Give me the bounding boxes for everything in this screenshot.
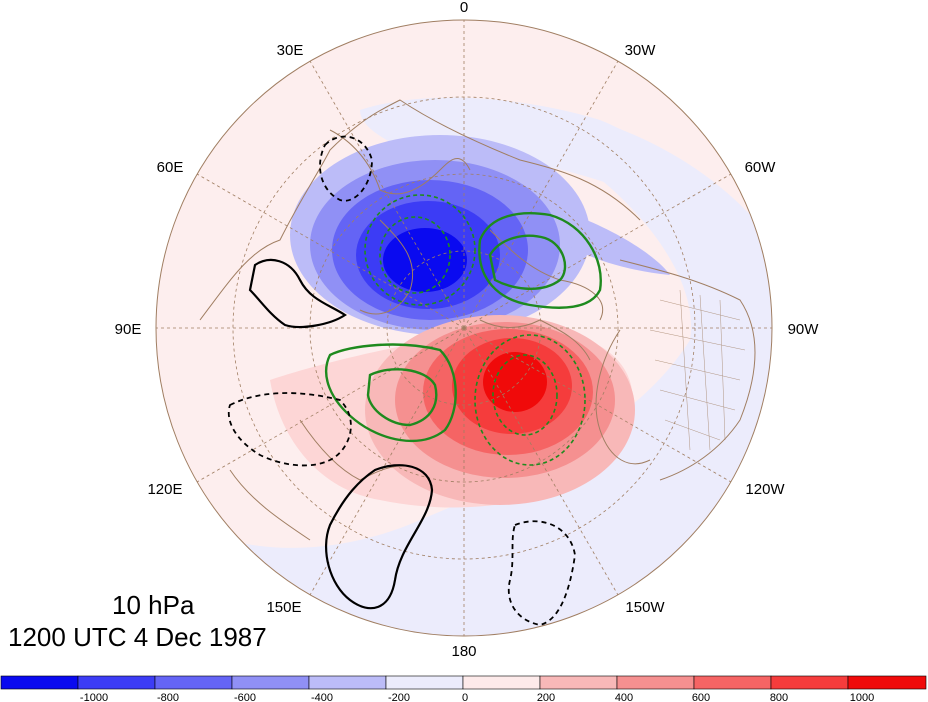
coastline-arctic: [359, 219, 414, 315]
coastline-scandinavia: [329, 129, 471, 195]
lon-label: 30E: [277, 42, 304, 59]
colorbar-bin: [0, 675, 79, 690]
colorbar-tick-label: 200: [537, 692, 555, 702]
green-contour-dashed: [492, 354, 558, 436]
light-blue-region: [156, 98, 772, 636]
graticule: [156, 20, 772, 636]
coastlines: [199, 99, 756, 541]
lon-label: 90E: [115, 321, 142, 338]
lon-label: 60W: [745, 159, 777, 176]
colorbar-tick-label: -1000: [80, 692, 108, 702]
colorbar-tick-label: -800: [157, 692, 179, 702]
lon-label: 180: [451, 643, 476, 660]
colorbar-bin: [847, 675, 927, 690]
latitude-circle: [309, 173, 619, 483]
map-border: [155, 19, 773, 637]
coastline-arctic-islands: [479, 319, 591, 361]
colorbar-bin: [539, 675, 618, 690]
borders-lines: [679, 289, 726, 451]
colorbar-bin: [154, 675, 233, 690]
colorbar-tick-label: -600: [234, 692, 256, 702]
colorbar-tick-label: -200: [388, 692, 410, 702]
lon-label: 150E: [266, 599, 301, 616]
longitude-labels: 0 30W 60W 90W 120W 150W 180 150E 120E 90…: [115, 0, 820, 660]
lon-label: 150W: [625, 599, 665, 616]
lon-label: 0: [460, 0, 468, 16]
pos-anomaly-level-5: [483, 352, 547, 412]
colorbar-tick-label: -400: [311, 692, 333, 702]
colorbar-bin: [462, 675, 541, 690]
black-contour-solid: [248, 258, 347, 329]
black-contour-dashed: [227, 392, 352, 467]
lon-label: 120E: [147, 481, 182, 498]
map-disk: [156, 20, 772, 636]
black-contours-dashed: [227, 135, 576, 626]
green-contour-dashed: [474, 334, 586, 466]
colorbar-bin: [693, 675, 772, 690]
colorbar-tick-label: 0: [462, 692, 468, 702]
title-level: 10 hPa: [112, 590, 195, 620]
lon-label: 90W: [788, 321, 820, 338]
black-contours: [248, 258, 434, 610]
coastline-eurasia: [199, 99, 641, 321]
title-time: 1200 UTC 4 Dec 1987: [8, 622, 267, 652]
borders-lines: [649, 299, 746, 441]
coastline-north-america: [619, 259, 756, 481]
colorbar: -1000 -800 -600 -400 -200 0 200 400 600 …: [0, 675, 927, 702]
colorbar-bin: [616, 675, 695, 690]
colorbar-tick-label: 400: [615, 692, 633, 702]
neg-anomaly-tail: [560, 210, 670, 275]
green-contour-dashed: [364, 194, 476, 306]
green-contour-dashed: [379, 216, 451, 294]
green-contour-solid: [325, 343, 457, 443]
green-contours-dashed: [364, 194, 586, 466]
green-contour-solid: [478, 212, 602, 309]
black-contour-dashed: [507, 520, 576, 626]
colorbar-tick-label: 600: [692, 692, 710, 702]
lon-label: 60E: [157, 159, 184, 176]
borders: [649, 289, 746, 451]
colorbar-bin: [77, 675, 156, 690]
colorbar-bin: [385, 675, 464, 690]
colorbar-bin: [770, 675, 849, 690]
coastline-hudson: [595, 329, 651, 465]
green-contours: [325, 212, 602, 443]
green-contour-solid: [488, 234, 567, 291]
colorbar-bin: [308, 675, 387, 690]
coastline-asia-east: [229, 469, 311, 541]
lon-label: 30W: [625, 42, 657, 59]
lon-label: 120W: [745, 481, 785, 498]
colorbar-bin: [231, 675, 310, 690]
black-contour-solid: [325, 464, 434, 610]
green-contour-solid: [366, 368, 438, 427]
latitude-circle: [386, 250, 542, 406]
black-contour-dashed: [319, 135, 373, 202]
colorbar-tick-label: 1000: [850, 692, 874, 702]
colorbar-tick-label: 800: [770, 692, 788, 702]
